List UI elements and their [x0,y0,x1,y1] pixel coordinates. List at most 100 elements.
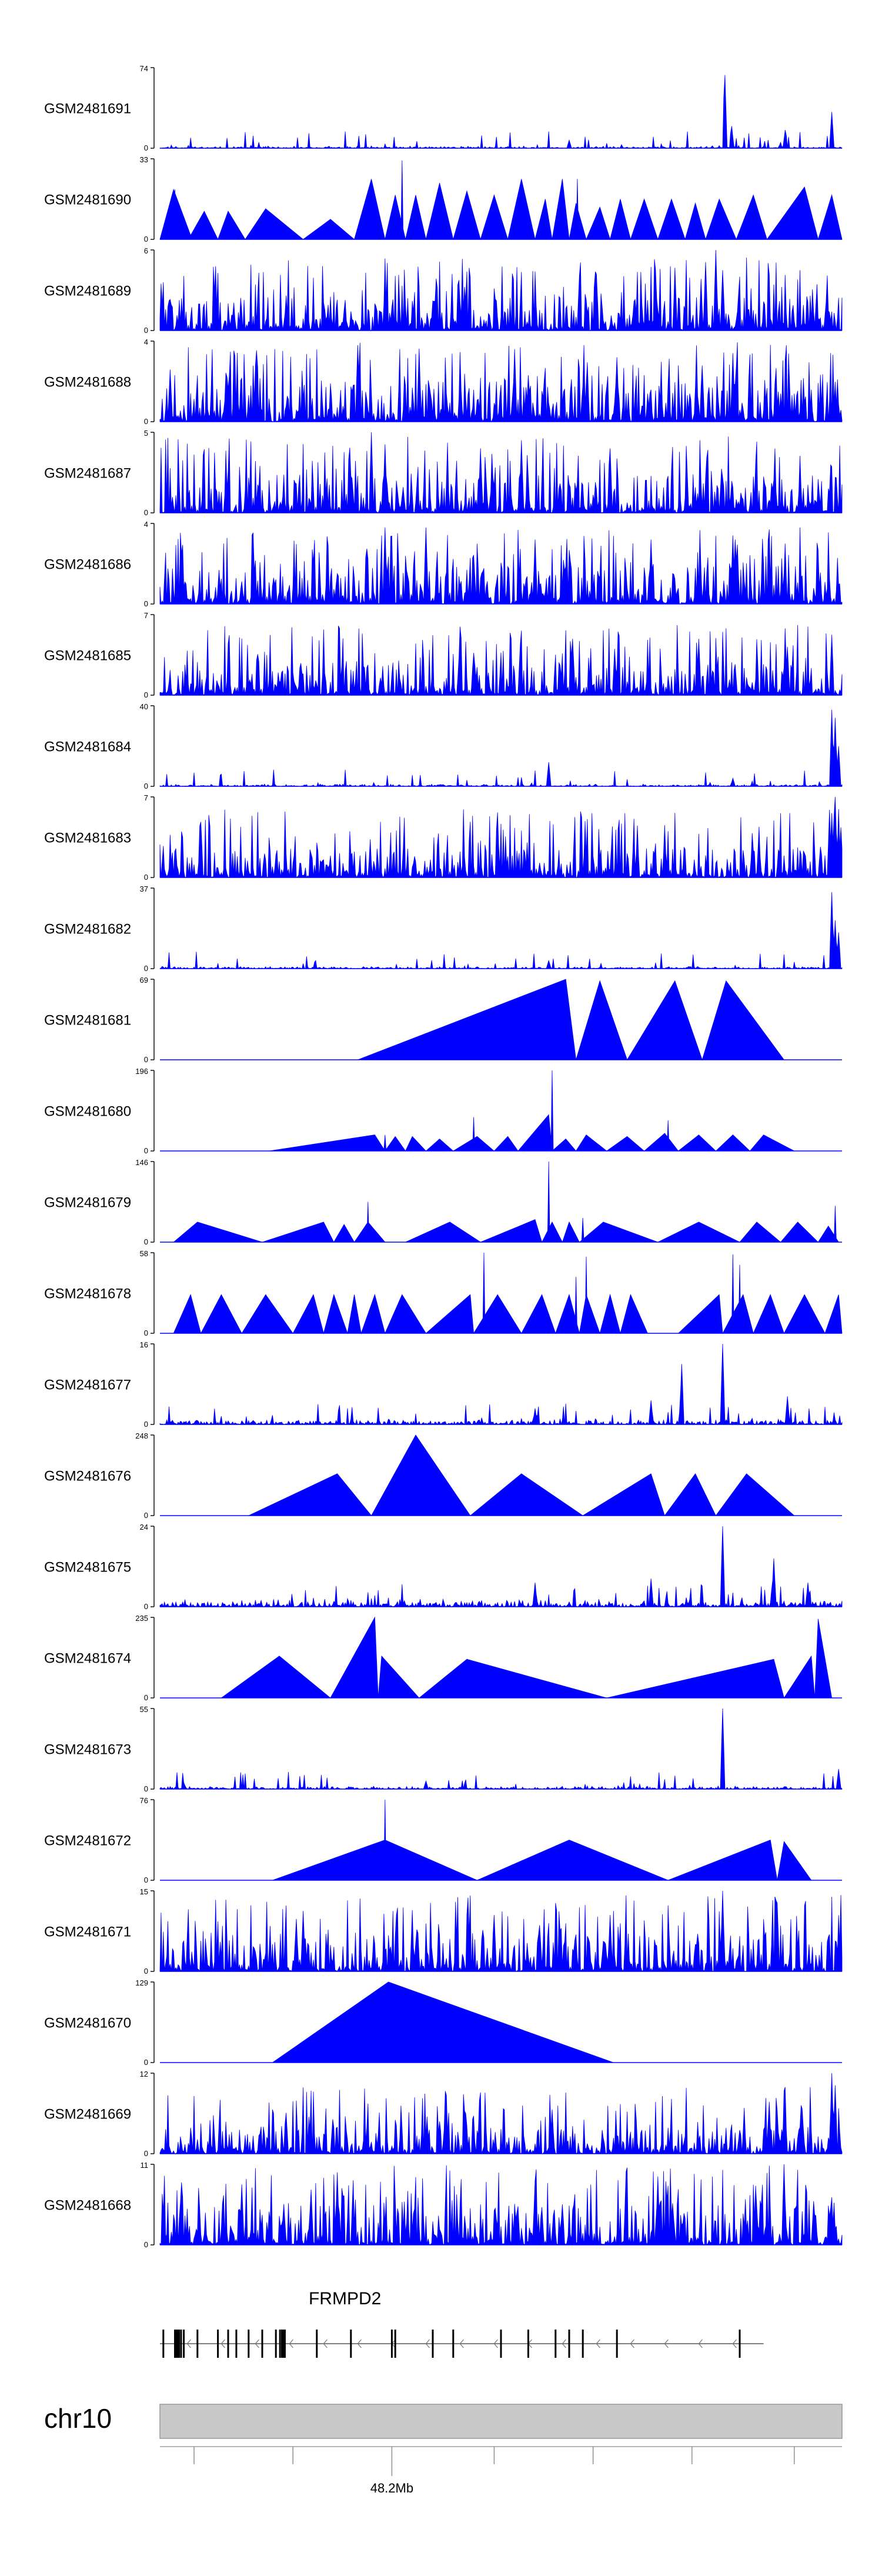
exon-block [235,2330,238,2358]
strand-arrow-icon [596,2339,600,2348]
track-label: GSM2481678 [44,1286,131,1302]
coverage-area [160,1252,843,1334]
coverage-area [159,1343,843,1426]
exon-block [527,2330,529,2358]
exon-block [248,2330,250,2358]
coverage-area [159,2073,843,2155]
y-min-label: 0 [144,1146,148,1155]
strand-arrow-icon [562,2339,566,2348]
track-GSM2481691: GSM2481691 74 0 [44,64,843,152]
y-min-label: 0 [144,690,148,699]
track-GSM2481670: GSM2481670 129 0 [44,1978,842,2067]
exon-block [261,2330,263,2358]
exon-block [280,2330,286,2358]
track-GSM2481672: GSM2481672 76 0 [44,1796,842,1884]
track-GSM2481677: GSM2481677 16 0 [44,1340,843,1429]
coverage-area [159,709,843,787]
track-GSM2481669: GSM2481669 12 0 [44,2070,843,2158]
track-label: GSM2481676 [44,1469,131,1484]
exon-block [162,2330,165,2358]
y-min-label: 0 [144,1237,148,1246]
strand-arrow-icon [732,2339,737,2348]
exon-block [174,2330,176,2358]
strand-arrow-icon [630,2339,634,2348]
y-min-label: 0 [144,2149,148,2158]
exon-block [180,2330,182,2358]
y-min-label: 0 [144,1329,148,1337]
coverage-area [159,796,843,879]
track-label: GSM2481680 [44,1104,131,1120]
track-GSM2481688: GSM2481688 4 0 [44,338,843,426]
exon-block [279,2330,281,2358]
coverage-area [159,75,843,149]
track-label: GSM2481689 [44,283,131,299]
exon-block [316,2330,318,2358]
coverage-area [159,1526,843,1608]
track-GSM2481673: GSM2481673 55 0 [44,1705,843,1793]
exon-block [390,2330,393,2358]
y-min-label: 0 [144,599,148,608]
y-min-label: 0 [144,2240,148,2249]
track-label: GSM2481690 [44,192,131,208]
track-label: GSM2481673 [44,1742,131,1758]
y-min-label: 0 [144,144,148,152]
y-max-label: 16 [140,1340,148,1349]
track-GSM2481682: GSM2481682 37 0 [44,885,843,973]
y-max-label: 4 [144,520,148,529]
coverage-area [160,1616,842,1699]
track-label: GSM2481681 [44,1013,131,1029]
track-GSM2481684: GSM2481684 40 0 [44,702,843,790]
track-label: GSM2481686 [44,557,131,573]
exon-block [394,2330,396,2358]
exon-block [432,2330,434,2358]
track-label: GSM2481682 [44,922,131,937]
track-GSM2481674: GSM2481674 235 0 [44,1614,842,1702]
y-min-label: 0 [144,1693,148,1702]
y-max-label: 69 [140,976,148,985]
coverage-area [159,2164,843,2246]
coverage-area [159,1708,843,1790]
y-max-label: 129 [135,1978,148,1987]
track-label: GSM2481685 [44,648,131,664]
track-label: GSM2481677 [44,1377,131,1393]
track-GSM2481681: GSM2481681 69 0 [44,976,842,1064]
y-max-label: 196 [135,1067,148,1076]
track-label: GSM2481671 [44,1924,131,1940]
coverage-area [160,1799,842,1881]
y-max-label: 7 [144,611,148,620]
track-label: GSM2481669 [44,2107,131,2123]
y-min-label: 0 [144,964,148,973]
exon-block [175,2330,181,2358]
track-GSM2481689: GSM2481689 6 0 [44,246,843,335]
track-GSM2481668: GSM2481668 11 0 [44,2161,843,2249]
y-max-label: 7 [144,793,148,802]
exon-block [350,2330,352,2358]
exon-block [452,2330,455,2358]
y-max-label: 11 [141,2161,149,2170]
y-max-label: 6 [144,246,148,255]
track-GSM2481680: GSM2481680 196 0 [44,1067,842,1155]
exon-block [500,2330,502,2358]
y-max-label: 76 [140,1796,148,1805]
y-min-label: 0 [144,2058,148,2067]
track-label: GSM2481675 [44,1560,131,1576]
strand-arrow-icon [698,2339,703,2348]
y-min-label: 0 [144,873,148,882]
coverage-area [160,1161,842,1243]
coverage-area [159,625,843,696]
track-GSM2481675: GSM2481675 24 0 [44,1523,843,1611]
y-min-label: 0 [144,326,148,335]
axis-tick-label: 48.2Mb [370,2481,413,2495]
strand-arrow-icon [459,2339,464,2348]
y-min-label: 0 [144,1876,148,1884]
y-max-label: 248 [135,1432,148,1440]
y-min-label: 0 [144,1055,148,1064]
chromosome-axis: chr10 48.2Mb [44,2403,843,2495]
track-GSM2481679: GSM2481679 146 0 [44,1158,842,1246]
coverage-tracks: GSM2481691740GSM2481690330GSM248168960GS… [44,64,843,2249]
strand-arrow-icon [425,2339,430,2348]
track-label: GSM2481668 [44,2198,131,2214]
track-GSM2481686: GSM2481686 4 0 [44,520,843,608]
coverage-area [160,1434,842,1516]
track-GSM2481683: GSM2481683 7 0 [44,793,843,882]
